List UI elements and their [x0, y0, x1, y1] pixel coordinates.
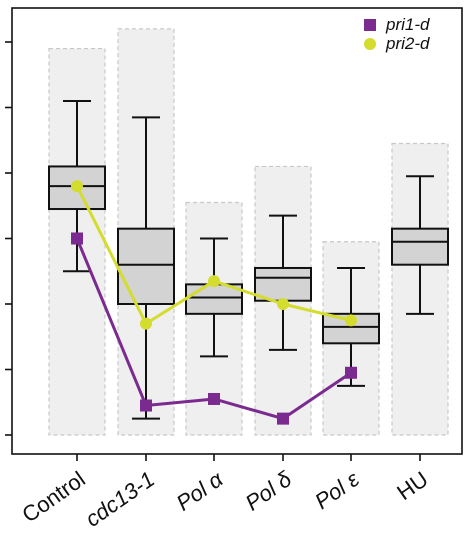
legend-square-marker: [364, 19, 376, 31]
iqr-box: [322, 312, 380, 345]
box-cdc13-1: [117, 116, 175, 420]
data-point: [140, 399, 152, 412]
box-Pol δ: [254, 214, 312, 351]
iqr-box: [254, 266, 312, 302]
legend-label-pri2: pri2-d: [386, 34, 430, 53]
data-point: [345, 366, 357, 379]
data-point: [140, 317, 152, 330]
series-pri2-d: [71, 180, 357, 330]
data-point: [345, 314, 357, 327]
plot-frame: [11, 7, 463, 455]
box-plots: [48, 99, 449, 420]
data-point: [71, 180, 83, 193]
legend: pri1-d pri2-d: [364, 15, 464, 61]
iqr-box: [117, 227, 175, 305]
background-bars: [48, 28, 449, 436]
series-pri1-d: [71, 232, 357, 425]
data-point: [208, 275, 220, 288]
legend-item-pri2: pri2-d: [364, 34, 429, 54]
legend-circle-marker: [364, 38, 376, 50]
legend-item-pri1: pri1-d: [364, 15, 429, 35]
data-point: [277, 412, 289, 425]
axes: [5, 7, 463, 461]
box-Pol ε: [322, 266, 380, 387]
iqr-box: [391, 227, 449, 266]
data-point: [208, 392, 220, 405]
box-HU: [391, 175, 449, 315]
data-point: [71, 232, 83, 245]
overlay-series: [71, 180, 357, 425]
data-point: [277, 298, 289, 310]
legend-label-pri1: pri1-d: [386, 15, 430, 34]
